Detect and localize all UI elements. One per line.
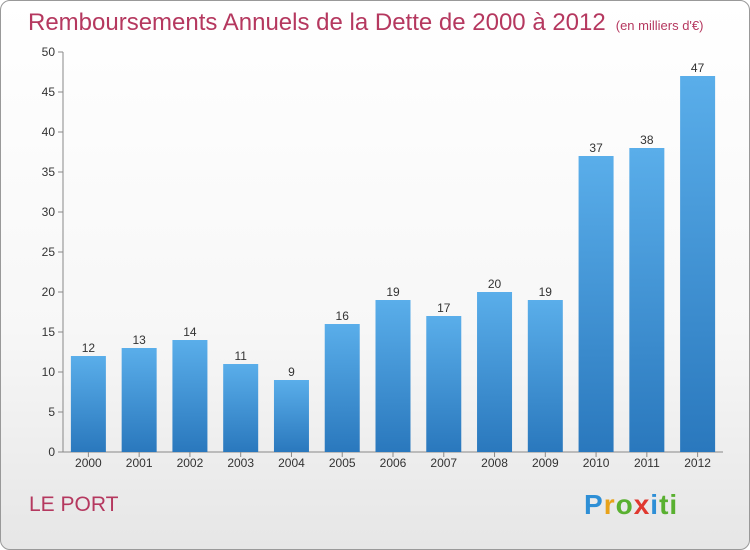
bar [121,348,157,452]
y-tick-label: 15 [42,325,56,339]
bar-value-label: 13 [132,333,146,347]
x-tick-label: 2001 [126,456,153,470]
bar-value-label: 37 [589,141,603,155]
x-tick-label: 2000 [75,456,102,470]
logo-letter: i [650,489,660,520]
bar-value-label: 19 [539,285,553,299]
bar-value-label: 11 [234,349,247,363]
x-tick-label: 2009 [532,456,559,470]
logo-letter: r [603,489,616,520]
x-tick-label: 2006 [380,456,407,470]
bar [273,380,309,452]
x-tick-label: 2010 [583,456,610,470]
y-tick-label: 0 [48,445,55,459]
bar [172,340,208,452]
bar [680,76,716,452]
x-tick-label: 2003 [227,456,254,470]
bar-value-label: 17 [437,301,451,315]
bar-value-label: 16 [336,309,350,323]
x-tick-label: 2011 [634,456,660,470]
chart-subtitle: (en milliers d'€) [615,18,704,33]
logo-letter: ti [659,489,679,520]
bar [223,364,259,452]
bar [629,148,665,452]
bar-value-label: 20 [488,277,502,291]
bar-value-label: 14 [183,325,197,339]
x-tick-label: 2004 [278,456,305,470]
bar-value-label: 12 [82,341,96,355]
commune-name: LE PORT [29,493,119,516]
bar [70,356,106,452]
y-tick-label: 30 [42,205,56,219]
bar-value-label: 9 [288,365,295,379]
proxiti-logo: Proxiti [584,489,678,521]
y-tick-label: 5 [48,405,55,419]
logo-letter: o [615,489,634,520]
chart-title: Remboursements Annuels de la Dette de 20… [28,9,703,37]
x-tick-label: 2007 [430,456,457,470]
bar [426,316,462,452]
bar [527,300,563,452]
x-tick-label: 2002 [177,456,204,470]
bar [324,324,360,452]
x-tick-label: 2005 [329,456,356,470]
y-tick-label: 35 [42,165,56,179]
logo-letter: P [584,489,604,520]
y-tick-label: 25 [42,245,56,259]
bar [375,300,411,452]
logo-letter: x [633,489,651,520]
bar-chart: 0 5 10 15 20 25 30 35 40 45 50 2000 2001 2002 2003 2004… [42,45,723,470]
bar-value-label: 38 [640,133,654,147]
y-tick-label: 45 [42,85,56,99]
bar [578,156,614,452]
x-tick-label: 2012 [684,456,711,470]
y-tick-label: 20 [42,285,56,299]
bar-value-label: 19 [386,285,400,299]
bar [477,292,513,452]
y-tick-label: 50 [42,45,56,59]
y-tick-label: 10 [42,365,56,379]
y-tick-label: 40 [42,125,56,139]
chart-title-text: Remboursements Annuels de la Dette de 20… [28,9,606,36]
x-tick-label: 2008 [481,456,508,470]
bar-value-label: 47 [691,61,705,75]
